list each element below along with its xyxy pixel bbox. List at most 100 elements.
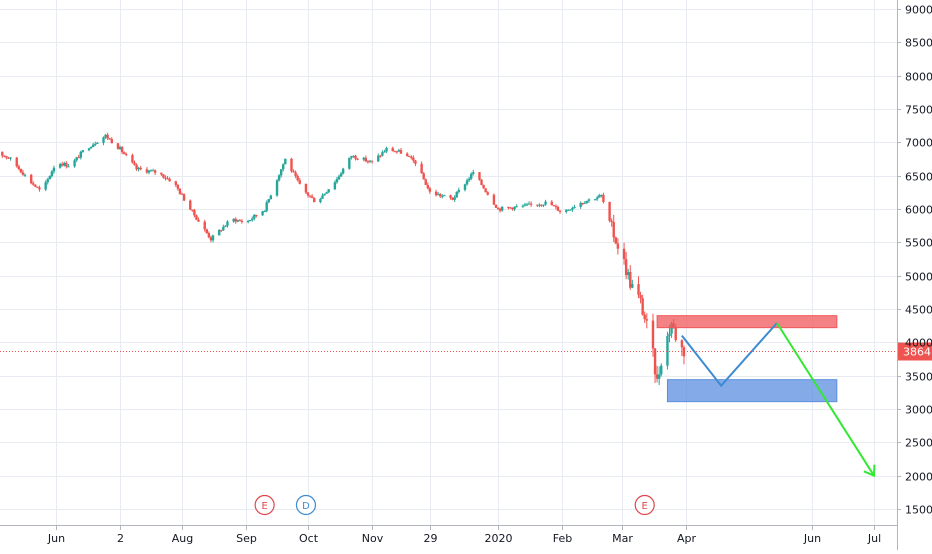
projection-arrow-head[interactable]: [863, 464, 876, 478]
earnings-marker[interactable]: [634, 494, 655, 516]
candle-up: [348, 157, 351, 169]
candle-down: [304, 183, 308, 193]
price-tick-label: 8500: [905, 37, 932, 50]
price-tick-label: 3500: [905, 371, 932, 384]
candle-down: [207, 233, 211, 238]
candle-up: [261, 211, 264, 216]
price-tick-label: 7000: [905, 137, 932, 150]
time-axis[interactable]: Jun 2 Aug Sep Oct Nov 29 2020 Feb Mar Apr Jun Jul: [47, 525, 881, 545]
candle-down: [38, 187, 41, 190]
candle-down: [60, 164, 64, 166]
candle-down: [116, 143, 120, 150]
candle-down: [653, 348, 657, 375]
candle-up: [89, 146, 93, 149]
resistance-zone[interactable]: [656, 315, 838, 329]
candle-down: [651, 320, 655, 349]
candle-down: [298, 180, 301, 184]
candle-up: [265, 202, 268, 211]
candle-down: [629, 272, 632, 288]
candle-down: [428, 188, 432, 192]
candle-down: [410, 156, 413, 158]
candle-down: [412, 157, 415, 161]
time-tick-label: Nov: [362, 532, 384, 545]
candle-down: [682, 347, 686, 357]
earnings-marker[interactable]: [254, 494, 275, 516]
candle-up: [521, 205, 525, 207]
candle-up: [455, 191, 458, 198]
candle-up: [81, 150, 85, 152]
candle-down: [174, 181, 178, 185]
candle-up: [542, 204, 545, 206]
time-tick-label: Aug: [172, 532, 193, 545]
candle-down: [624, 259, 628, 276]
candle-up: [149, 170, 153, 172]
candle-up: [232, 218, 235, 222]
candle-down: [108, 138, 111, 140]
candle-up: [236, 220, 239, 222]
candle-down: [643, 314, 646, 320]
price-tick-label: 4000: [905, 337, 932, 350]
candle-up: [91, 144, 95, 147]
candle-up: [368, 160, 372, 162]
candle-up: [515, 206, 518, 208]
candle-up: [598, 195, 601, 198]
candle-up: [631, 284, 634, 288]
candle-up: [319, 198, 322, 203]
candle-up: [593, 199, 597, 201]
time-tick-label: 2020: [485, 532, 513, 545]
candle-up: [267, 199, 270, 203]
price-tick-label: 7500: [905, 104, 932, 117]
candle-down: [238, 220, 242, 222]
candle-down: [240, 220, 244, 223]
candle-down: [509, 207, 512, 209]
candle-down: [205, 229, 208, 234]
event-marker-label: E: [642, 501, 648, 512]
candle-up: [224, 225, 227, 227]
candle-up: [666, 335, 669, 366]
candle-down: [7, 157, 10, 159]
candle-up: [9, 157, 12, 159]
candle-up: [337, 176, 341, 180]
candle-down: [32, 183, 35, 185]
event-marker-label: E: [261, 501, 267, 512]
candle-down: [536, 204, 539, 206]
candle-up: [525, 204, 529, 206]
candle-down: [637, 284, 640, 295]
candle-up: [279, 169, 283, 176]
candle-up: [50, 171, 54, 177]
candle-down: [608, 201, 611, 221]
candle-down: [306, 192, 310, 196]
candle-up: [596, 197, 599, 200]
candle-down: [356, 158, 359, 160]
candle-up: [325, 192, 328, 194]
candle-up: [253, 214, 256, 219]
candle-down: [220, 229, 223, 231]
candle-up: [668, 333, 671, 336]
candle-up: [463, 184, 467, 190]
projection-arrow[interactable]: [776, 322, 875, 477]
candle-down: [610, 220, 613, 223]
candle-down: [176, 184, 180, 189]
candle-up: [67, 166, 70, 168]
candle-down: [496, 207, 500, 209]
time-tick-label: Jun: [803, 532, 821, 545]
candle-down: [133, 162, 136, 165]
candle-down: [3, 155, 6, 157]
price-axis[interactable]: 1500 2000 2500 3000 3500 4000 4500 5000 5500 6000…: [897, 4, 932, 517]
support-zone[interactable]: [666, 379, 838, 403]
candle-up: [263, 210, 266, 212]
drawing-annotations[interactable]: [656, 315, 876, 478]
candle-down: [354, 155, 357, 159]
projection-path[interactable]: [681, 322, 778, 388]
candle-down: [484, 188, 487, 193]
dividend-marker[interactable]: [295, 494, 317, 516]
candle-down: [153, 170, 157, 173]
candle-down: [680, 340, 684, 348]
candle-down: [540, 204, 543, 206]
candle-up: [63, 162, 66, 166]
candle-down: [19, 168, 23, 173]
candle-down: [203, 221, 206, 230]
